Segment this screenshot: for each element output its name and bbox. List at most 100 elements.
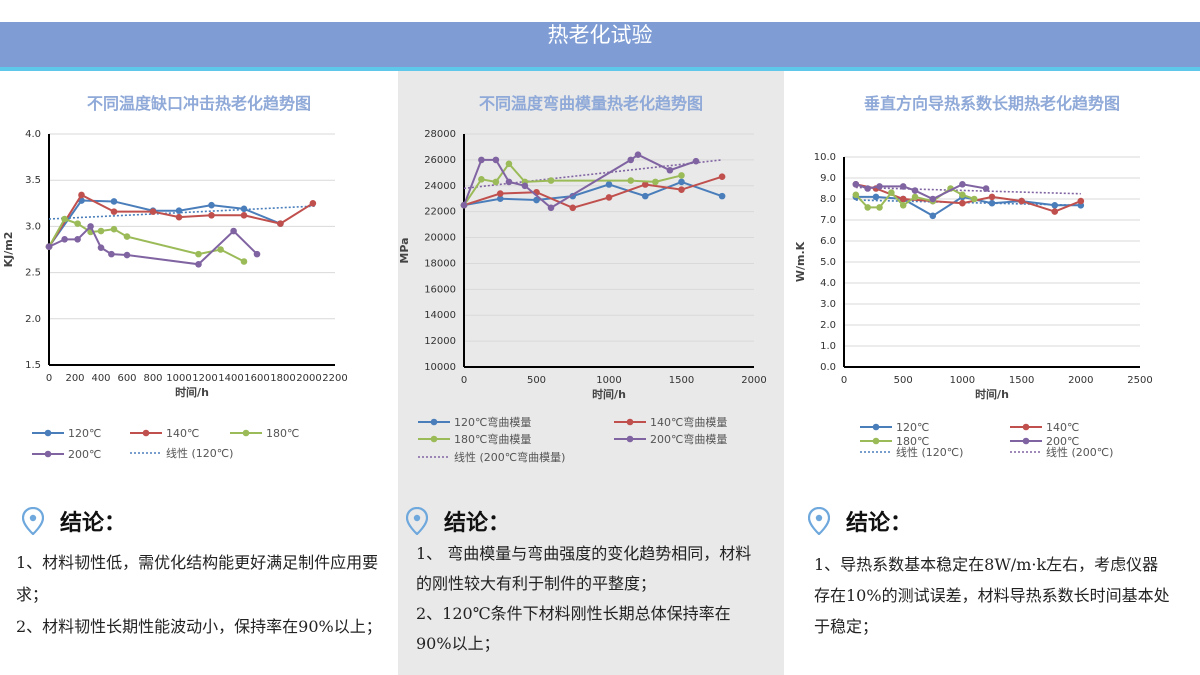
data-point bbox=[123, 233, 131, 240]
conclusion-heading: 结论： bbox=[22, 505, 126, 537]
x-tick-label: 1000 bbox=[950, 375, 975, 386]
x-tick-label: 2200 bbox=[322, 373, 347, 384]
legend-label: 180℃ bbox=[896, 435, 929, 448]
legend-label: 120℃弯曲模量 bbox=[454, 415, 531, 429]
x-axis-label: 时间/h bbox=[175, 385, 209, 399]
y-tick-label: 24000 bbox=[424, 181, 456, 192]
x-tick-label: 1400 bbox=[218, 373, 243, 384]
data-point bbox=[460, 201, 468, 209]
x-tick-label: 600 bbox=[117, 373, 136, 384]
data-point bbox=[277, 220, 284, 227]
data-point bbox=[678, 172, 685, 179]
series-line bbox=[48, 224, 258, 266]
series-line bbox=[463, 180, 723, 207]
data-point bbox=[195, 250, 202, 258]
data-point bbox=[309, 200, 317, 207]
data-point bbox=[641, 181, 649, 188]
thermal-conductivity-chart: 0.0 1.0 2.0 3.0 4.0 5.0 6.0 7.0 8.0 9.0 10.0 0 500 10… bbox=[794, 152, 1153, 459]
data-point bbox=[911, 193, 919, 201]
legend-marker bbox=[44, 450, 52, 458]
conclusion-heading: 结论： bbox=[406, 505, 510, 537]
chart-title-impact: 不同温度缺口冲击热老化趋势图 bbox=[86, 94, 311, 113]
legend-marker bbox=[626, 418, 634, 426]
y-tick-label: 5.0 bbox=[820, 257, 836, 268]
conclusion-label: 结论： bbox=[60, 511, 127, 536]
conclusion-line: 2、120℃条件下材料刚性长期总体保持率在90%以上； bbox=[416, 604, 731, 653]
y-tick-label: 18000 bbox=[424, 258, 456, 269]
data-point bbox=[988, 193, 996, 201]
data-point bbox=[74, 236, 81, 243]
legend-label: 180℃弯曲模量 bbox=[454, 432, 531, 446]
data-point bbox=[666, 166, 674, 174]
x-tick-label: 1200 bbox=[192, 373, 217, 384]
data-point bbox=[521, 182, 529, 190]
data-point bbox=[899, 183, 907, 190]
legend-marker bbox=[430, 418, 438, 426]
data-point bbox=[108, 250, 115, 258]
data-point bbox=[61, 215, 68, 223]
data-point bbox=[876, 204, 883, 211]
data-point bbox=[240, 205, 248, 213]
data-point bbox=[149, 208, 157, 215]
legend-label: 120℃ bbox=[68, 427, 101, 440]
legend-label: 140℃ bbox=[1046, 421, 1079, 434]
legend-marker bbox=[626, 435, 634, 443]
data-point bbox=[496, 190, 504, 197]
data-point bbox=[864, 204, 871, 211]
data-point bbox=[1051, 202, 1059, 209]
legend-label: 120℃ bbox=[896, 421, 929, 434]
data-point bbox=[959, 181, 966, 188]
data-point bbox=[988, 199, 996, 207]
x-axis-label: 时间/h bbox=[592, 387, 626, 401]
y-tick-label: 14000 bbox=[424, 310, 456, 321]
y-tick-label: 10.0 bbox=[814, 152, 836, 163]
data-point bbox=[718, 192, 726, 200]
data-point bbox=[87, 223, 94, 230]
data-point bbox=[97, 244, 105, 251]
data-point bbox=[852, 181, 860, 188]
legend-label: 线性 (200℃弯曲模量) bbox=[454, 450, 565, 464]
y-tick-label: 16000 bbox=[424, 284, 456, 295]
y-tick-label: 22000 bbox=[424, 207, 456, 218]
page-title: 热老化试验 bbox=[547, 23, 653, 47]
series-line bbox=[48, 199, 281, 248]
x-tick-label: 0 bbox=[461, 375, 467, 386]
legend-label: 线性 (120℃) bbox=[896, 445, 963, 459]
y-tick-label: 10000 bbox=[424, 362, 456, 373]
y-tick-label: 1.0 bbox=[820, 341, 836, 352]
location-pin-icon bbox=[808, 507, 830, 535]
data-point bbox=[478, 156, 485, 164]
y-tick-label: 8.0 bbox=[820, 194, 836, 205]
data-point bbox=[888, 189, 895, 196]
impact-chart: 1.52.02.53.03.54.00 200 400 600 800 1000 1200 1… bbox=[2, 129, 348, 461]
legend-label: 线性 (200℃) bbox=[1046, 445, 1113, 459]
y-tick-label: 7.0 bbox=[820, 215, 836, 226]
data-point bbox=[864, 185, 871, 192]
legend-marker bbox=[872, 423, 880, 431]
panel-flex-modulus: 不同温度弯曲模量热老化趋势图 10000 12000 14000 16000 18000… bbox=[398, 71, 784, 675]
x-tick-label: 500 bbox=[527, 375, 546, 386]
y-tick-label: 26000 bbox=[424, 155, 456, 166]
y-tick-label: 2.0 bbox=[25, 314, 41, 325]
legend-marker bbox=[142, 429, 150, 437]
x-tick-label: 0 bbox=[46, 373, 52, 384]
series-line bbox=[855, 195, 1081, 217]
conclusion-label: 结论： bbox=[444, 511, 511, 536]
trendline bbox=[48, 205, 316, 220]
x-tick-label: 2000 bbox=[741, 375, 766, 386]
y-tick-label: 3.0 bbox=[25, 221, 41, 232]
header-bar: 热老化试验 bbox=[0, 22, 1200, 67]
data-point bbox=[605, 181, 613, 188]
data-point bbox=[692, 157, 700, 165]
data-point bbox=[1051, 208, 1059, 215]
data-point bbox=[61, 236, 68, 243]
y-tick-label: 2.0 bbox=[820, 320, 836, 331]
y-axis-label: W/m.K bbox=[794, 241, 807, 282]
data-point bbox=[175, 213, 183, 221]
data-point bbox=[929, 195, 937, 203]
data-point bbox=[627, 177, 635, 184]
data-point bbox=[876, 183, 883, 190]
x-axis-label: 时间/h bbox=[975, 387, 1009, 401]
data-point bbox=[929, 212, 937, 220]
legend-label: 140℃ bbox=[166, 427, 199, 440]
